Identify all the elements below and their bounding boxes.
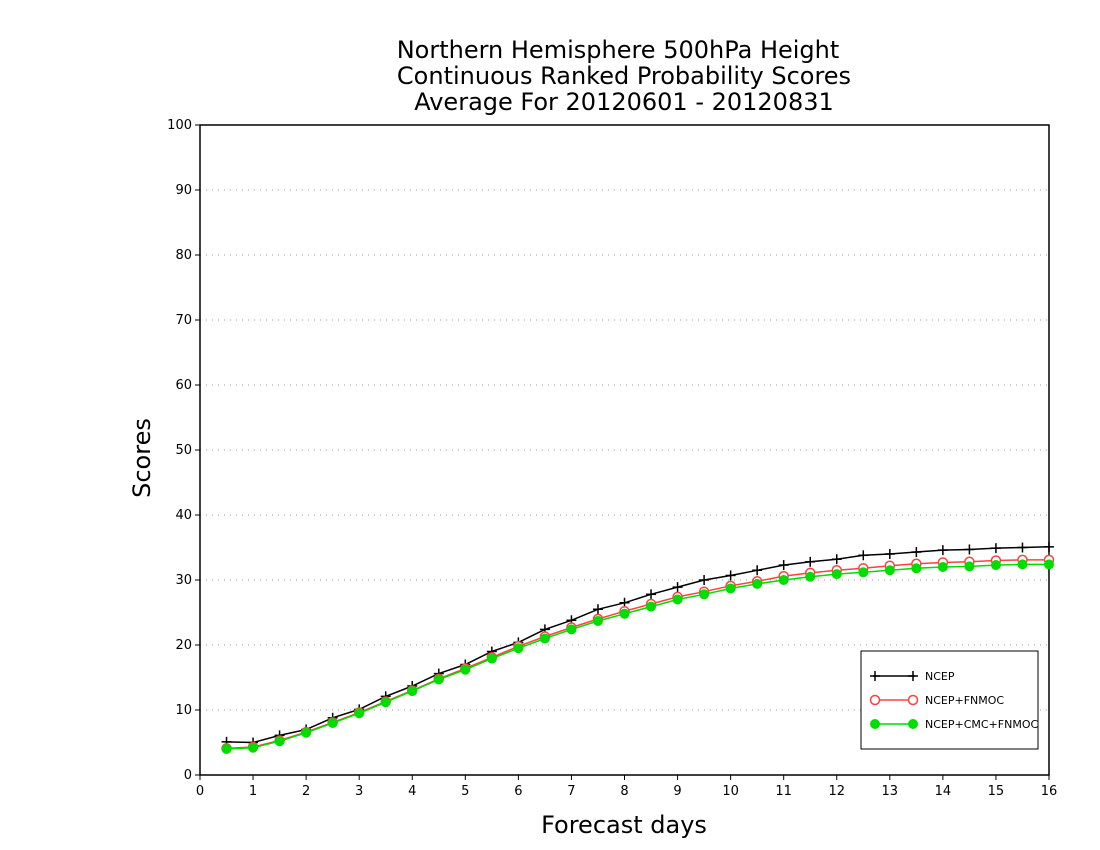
legend-marker-ncep-cmc-fnmoc [908, 719, 918, 729]
data-point-ncep-cmc-fnmoc [592, 615, 603, 626]
chart-title-line-2: Continuous Ranked Probability Scores [397, 62, 851, 90]
x-tick-label: 2 [302, 784, 310, 799]
data-point-ncep-cmc-fnmoc [539, 633, 550, 644]
series-ncep-cmc-fnmoc [221, 559, 1054, 754]
data-point-ncep [911, 547, 922, 558]
data-point-ncep-cmc-fnmoc [301, 727, 312, 738]
data-point-ncep-cmc-fnmoc [778, 575, 789, 585]
data-point-ncep-cmc-fnmoc [354, 708, 365, 719]
y-tick-label: 30 [175, 573, 192, 588]
legend: NCEP NCEP+FNMOC NCEP+CMC+FNMOC [860, 650, 1039, 750]
data-point-ncep [858, 550, 869, 561]
x-tick-label: 11 [775, 784, 792, 799]
y-tick-label: 100 [167, 118, 192, 133]
data-point-ncep [990, 543, 1001, 554]
x-tick-label: 5 [461, 784, 469, 799]
x-tick-label: 8 [620, 784, 628, 799]
data-point-ncep [699, 575, 710, 585]
series [221, 541, 1055, 754]
chart-title: Northern Hemisphere 500hPa Height Contin… [397, 36, 851, 116]
data-point-ncep-cmc-fnmoc [646, 601, 657, 612]
data-point-ncep [937, 545, 948, 556]
x-tick-label: 13 [882, 784, 899, 799]
data-point-ncep-cmc-fnmoc [752, 578, 763, 589]
data-point-ncep-cmc-fnmoc [407, 686, 418, 697]
data-point-ncep [884, 549, 895, 559]
data-point-ncep-cmc-fnmoc [672, 594, 683, 605]
data-point-ncep-cmc-fnmoc [858, 567, 869, 578]
series-ncep [221, 541, 1054, 748]
x-tick-label: 4 [408, 784, 416, 799]
data-point-ncep-cmc-fnmoc [725, 583, 736, 594]
legend-marker-ncep [870, 671, 880, 681]
data-point-ncep-cmc-fnmoc [513, 643, 524, 654]
chart-title-line-1: Northern Hemisphere 500hPa Height [397, 36, 840, 64]
data-point-ncep [646, 589, 657, 600]
data-point-ncep-cmc-fnmoc [1017, 559, 1028, 570]
data-point-ncep-cmc-fnmoc [248, 742, 259, 753]
x-tick-label: 1 [249, 784, 257, 799]
grid [200, 189, 1049, 711]
data-point-ncep [1044, 541, 1054, 552]
data-point-ncep-cmc-fnmoc [486, 653, 497, 664]
data-point-ncep-cmc-fnmoc [831, 569, 842, 580]
y-tick-label: 50 [175, 443, 192, 458]
y-tick-label: 0 [184, 768, 192, 783]
data-point-ncep-cmc-fnmoc [937, 562, 948, 572]
y-tick-label: 70 [175, 313, 192, 328]
data-point-ncep-cmc-fnmoc [221, 744, 232, 754]
x-axis-label: Forecast days [541, 811, 707, 839]
data-point-ncep-cmc-fnmoc [619, 608, 630, 619]
x-tick-label: 12 [828, 784, 845, 799]
data-point-ncep-cmc-fnmoc [964, 561, 975, 572]
legend-label-ncep-fnmoc: NCEP+FNMOC [925, 694, 1004, 707]
data-point-ncep-cmc-fnmoc [380, 697, 391, 708]
x-tick-label: 16 [1041, 784, 1058, 799]
data-point-ncep [778, 560, 789, 571]
data-point-ncep [725, 570, 736, 581]
data-point-ncep-cmc-fnmoc [433, 674, 444, 685]
x-tick-label: 0 [196, 784, 204, 799]
legend-marker-ncep [908, 671, 918, 681]
y-tick-label: 20 [175, 638, 192, 653]
data-point-ncep [1017, 542, 1028, 553]
legend-marker-ncep-cmc-fnmoc [870, 719, 880, 729]
x-tick-label: 9 [673, 784, 681, 799]
y-tick-label: 10 [175, 703, 192, 718]
x-tick-label: 6 [514, 784, 522, 799]
data-point-ncep-cmc-fnmoc [805, 571, 816, 582]
y-tick-label: 80 [175, 248, 192, 263]
x-tick-label: 10 [722, 784, 739, 799]
y-tick-label: 40 [175, 508, 192, 523]
data-point-ncep [805, 556, 816, 567]
legend-label-ncep-cmc-fnmoc: NCEP+CMC+FNMOC [925, 718, 1038, 731]
y-tick-label: 60 [175, 378, 192, 393]
x-tick-label: 14 [935, 784, 952, 799]
chart-title-line-3: Average For 20120601 - 20120831 [414, 88, 834, 116]
legend-marker-ncep-fnmoc [869, 694, 881, 706]
data-point-ncep-cmc-fnmoc [460, 664, 471, 675]
y-axis-label: Scores [128, 418, 156, 498]
data-point-ncep-cmc-fnmoc [884, 565, 895, 576]
data-point-ncep-cmc-fnmoc [566, 624, 577, 635]
data-point-ncep [672, 582, 683, 593]
data-point-ncep-cmc-fnmoc [1044, 559, 1054, 570]
data-point-ncep [964, 544, 975, 555]
x-tick-label: 3 [355, 784, 363, 799]
y-tick-label: 90 [175, 183, 192, 198]
data-point-ncep-cmc-fnmoc [274, 736, 285, 747]
data-point-ncep-cmc-fnmoc [911, 563, 922, 574]
legend-marker-ncep-fnmoc [907, 694, 919, 706]
data-point-ncep-cmc-fnmoc [327, 718, 338, 728]
data-point-ncep-cmc-fnmoc [990, 560, 1001, 571]
legend-label-ncep: NCEP [925, 670, 955, 683]
data-point-ncep [752, 565, 763, 576]
x-tick-label: 15 [988, 784, 1005, 799]
data-point-ncep [831, 554, 842, 565]
data-point-ncep [592, 604, 603, 615]
data-point-ncep-cmc-fnmoc [699, 589, 710, 600]
x-tick-label: 7 [567, 784, 575, 799]
